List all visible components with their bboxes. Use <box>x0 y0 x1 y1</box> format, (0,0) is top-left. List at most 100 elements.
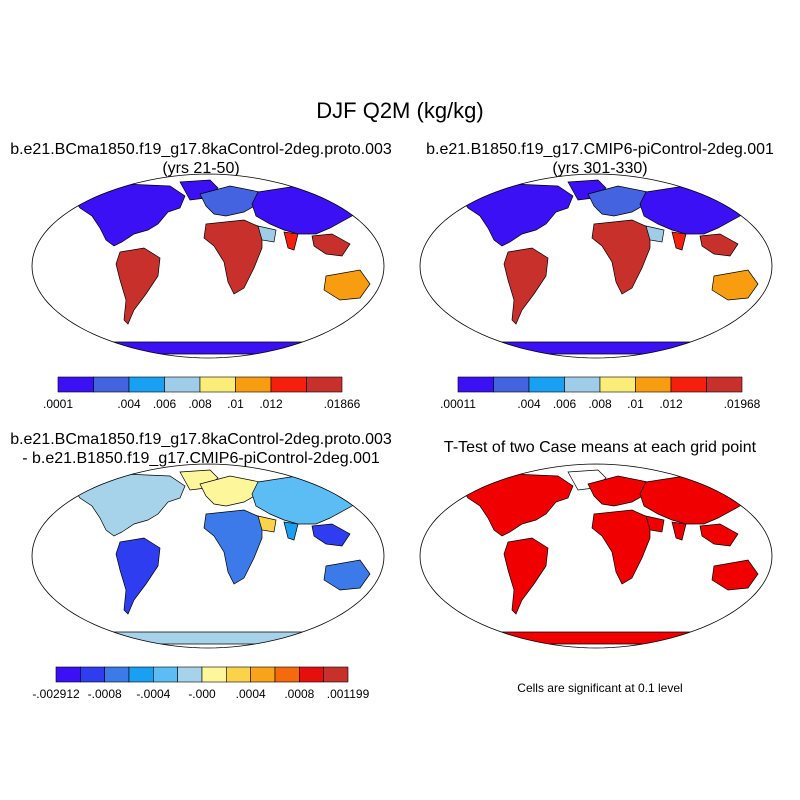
land-antarctica <box>75 341 341 355</box>
land-northAmerica <box>69 183 186 247</box>
colorbar-tick-label: .004 <box>517 397 541 411</box>
colorbar-swatch <box>299 666 324 683</box>
colorbar-swatch <box>635 376 672 393</box>
map-panel-ttest <box>419 463 773 649</box>
land-australia <box>711 559 759 591</box>
land-seAsia <box>311 523 351 547</box>
colorbar-swatch <box>164 376 201 393</box>
colorbar-swatch <box>528 376 565 393</box>
colorbar-swatch <box>564 376 601 393</box>
land-arabia <box>645 225 665 243</box>
panel3-title-line1: b.e21.BCma1850.f19_g17.8kaControl-2deg.p… <box>10 431 392 448</box>
land-northAmerica <box>69 473 186 537</box>
colorbar-tick-label: .006 <box>553 397 577 411</box>
land-australia <box>323 269 371 301</box>
land-india <box>671 521 687 541</box>
colorbar-swatch <box>199 376 236 393</box>
colorbar-swatch <box>226 666 251 683</box>
colorbar-tick-label: .0008 <box>284 687 314 701</box>
colorbar-tick-label: .012 <box>659 397 683 411</box>
colorbar-tick-label: -.0004 <box>136 687 170 701</box>
colorbar-tick-label: .00011 <box>440 397 476 411</box>
colorbar-tick-label: -.002912 <box>32 687 80 701</box>
land-arabia <box>645 515 665 533</box>
colorbar-swatch <box>128 666 154 683</box>
colorbar-swatch <box>670 376 707 393</box>
colorbar-tick-label: .01866 <box>324 397 361 411</box>
land-antarctica <box>463 341 729 355</box>
land-india <box>283 231 299 251</box>
colorbar-tick-label: .01968 <box>724 397 761 411</box>
land-australia <box>711 269 759 301</box>
colorbar-swatch <box>599 376 636 393</box>
colorbar-swatch <box>274 666 300 683</box>
colorbar-swatch <box>235 376 272 393</box>
colorbar-swatch <box>306 376 343 393</box>
colorbar-swatch <box>128 376 165 393</box>
land-india <box>283 521 299 541</box>
land-southAmerica <box>115 247 161 325</box>
colorbar-tick-label: .01 <box>227 397 244 411</box>
significance-note: Cells are significant at 0.1 level <box>517 681 683 695</box>
panel4-title-line1: T-Test of two Case means at each grid po… <box>443 439 757 456</box>
land-arabia <box>257 515 277 533</box>
colorbar-tick-label: .004 <box>117 397 141 411</box>
panel2-title: b.e21.B1850.f19_g17.CMIP6-piControl-2deg… <box>400 140 800 178</box>
colorbar-swatch <box>270 376 307 393</box>
panel4-title: T-Test of two Case means at each grid po… <box>400 438 800 457</box>
colorbar-tick-label: -.0008 <box>88 687 122 701</box>
colorbar-tick-label: .008 <box>188 397 212 411</box>
figure-title: DJF Q2M (kg/kg) <box>316 98 484 123</box>
panel3-title-line2: - b.e21.B1850.f19_g17.CMIP6-piControl-2d… <box>22 450 380 467</box>
land-antarctica <box>463 631 729 645</box>
land-southAmerica <box>503 537 549 615</box>
land-seAsia <box>311 233 351 257</box>
land-europe <box>199 475 261 507</box>
colorbar-swatch <box>93 376 130 393</box>
colorbar-tick-label: .008 <box>588 397 612 411</box>
land-seAsia <box>699 523 739 547</box>
panel1-title: b.e21.BCma1850.f19_g17.8kaControl-2deg.p… <box>0 140 402 178</box>
panel3-title: b.e21.BCma1850.f19_g17.8kaControl-2deg.p… <box>0 430 402 468</box>
map-panel-difference <box>31 463 385 649</box>
colorbar-swatch <box>323 666 349 683</box>
colorbar-swatch <box>153 666 178 683</box>
colorbar-difference: -.002912 -.0008 -.0004 -.000 .0004 .0008 .0011… <box>32 666 370 701</box>
land-europe <box>587 475 649 507</box>
land-europe <box>199 185 261 217</box>
land-australia <box>323 559 371 591</box>
panel1-title-line1: b.e21.BCma1850.f19_g17.8kaControl-2deg.p… <box>10 141 392 158</box>
colorbar-tick-label: .006 <box>153 397 177 411</box>
colorbar-swatch <box>706 376 743 393</box>
colorbar-swatch <box>250 666 276 683</box>
land-southAmerica <box>115 537 161 615</box>
land-india <box>671 231 687 251</box>
map-frame <box>419 173 773 359</box>
colorbar-case2: .00011 .004 .006 .008 .01 .012 .01968 <box>440 376 761 411</box>
map-panel-case1 <box>31 173 385 359</box>
land-southAmerica <box>503 247 549 325</box>
map-frame <box>31 173 385 359</box>
colorbar-tick-label: -.000 <box>188 687 216 701</box>
land-northAmerica <box>457 183 574 247</box>
colorbar-swatch <box>57 376 94 393</box>
land-arabia <box>257 225 277 243</box>
colorbar-swatch <box>493 376 530 393</box>
colorbar-swatch <box>104 666 130 683</box>
colorbar-tick-label: .01 <box>627 397 644 411</box>
map-frame <box>419 463 773 649</box>
land-northAmerica <box>457 473 574 537</box>
colorbar-tick-label: .001199 <box>327 687 370 701</box>
colorbar-swatch <box>457 376 494 393</box>
land-europe <box>587 185 649 217</box>
colorbar-swatch <box>55 666 81 683</box>
colorbar-swatch <box>201 666 227 683</box>
colorbar-swatch <box>80 666 105 683</box>
colorbar-tick-label: .0004 <box>236 687 266 701</box>
colorbar-case1: .0001 .004 .006 .008 .01 .012 .01866 <box>43 376 361 411</box>
map-frame <box>31 463 385 649</box>
land-seAsia <box>699 233 739 257</box>
colorbar-tick-label: .012 <box>259 397 283 411</box>
panel2-title-line1: b.e21.B1850.f19_g17.CMIP6-piControl-2deg… <box>426 141 774 158</box>
colorbar-swatch <box>177 666 203 683</box>
